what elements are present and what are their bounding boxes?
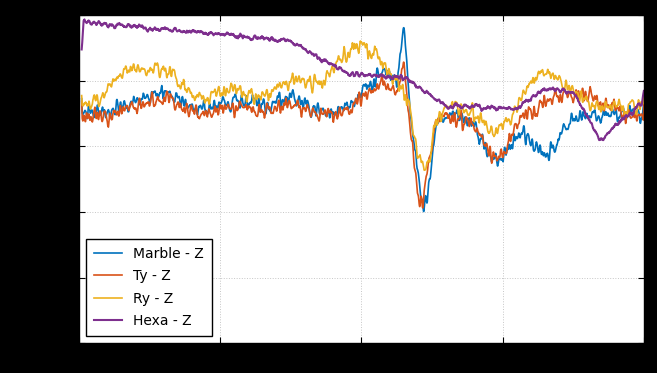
Ty - Z [336,107,344,112]
Ty - Z [399,60,407,64]
Hexa - Z [336,66,344,70]
Marble - Z [106,116,114,120]
Hexa - Z [624,114,632,119]
Ty - Z [521,113,529,118]
Hexa - Z [78,47,85,52]
Hexa - Z [106,22,114,26]
Ty - Z [624,109,632,113]
Hexa - Z [624,114,632,119]
Ty - Z [351,100,359,104]
Ry - Z [521,91,529,95]
Ty - Z [624,110,632,114]
Legend: Marble - Z, Ty - Z, Ry - Z, Hexa - Z: Marble - Z, Ty - Z, Ry - Z, Hexa - Z [86,239,212,336]
Marble - Z [624,107,632,112]
Ry - Z [351,43,359,47]
Ry - Z [78,93,85,98]
Marble - Z [521,134,529,139]
Line: Marble - Z: Marble - Z [81,28,644,211]
Hexa - Z [351,72,359,77]
Hexa - Z [640,89,648,93]
Ry - Z [336,57,344,62]
Ty - Z [419,206,427,210]
Line: Ty - Z: Ty - Z [81,62,644,208]
Ry - Z [420,168,428,172]
Marble - Z [351,100,359,105]
Hexa - Z [599,138,607,142]
Ty - Z [640,102,648,106]
Marble - Z [420,209,428,214]
Marble - Z [399,25,407,30]
Hexa - Z [81,17,89,22]
Line: Hexa - Z: Hexa - Z [81,19,644,140]
Marble - Z [640,94,648,98]
Ty - Z [106,112,114,116]
Ry - Z [106,82,114,87]
Hexa - Z [521,99,529,104]
Ry - Z [640,92,648,96]
Ty - Z [78,99,85,104]
Ry - Z [624,104,632,109]
Marble - Z [336,109,344,113]
Marble - Z [624,108,632,113]
Marble - Z [78,97,85,101]
Ry - Z [357,39,365,43]
Line: Ry - Z: Ry - Z [81,41,644,170]
Ry - Z [624,107,632,112]
